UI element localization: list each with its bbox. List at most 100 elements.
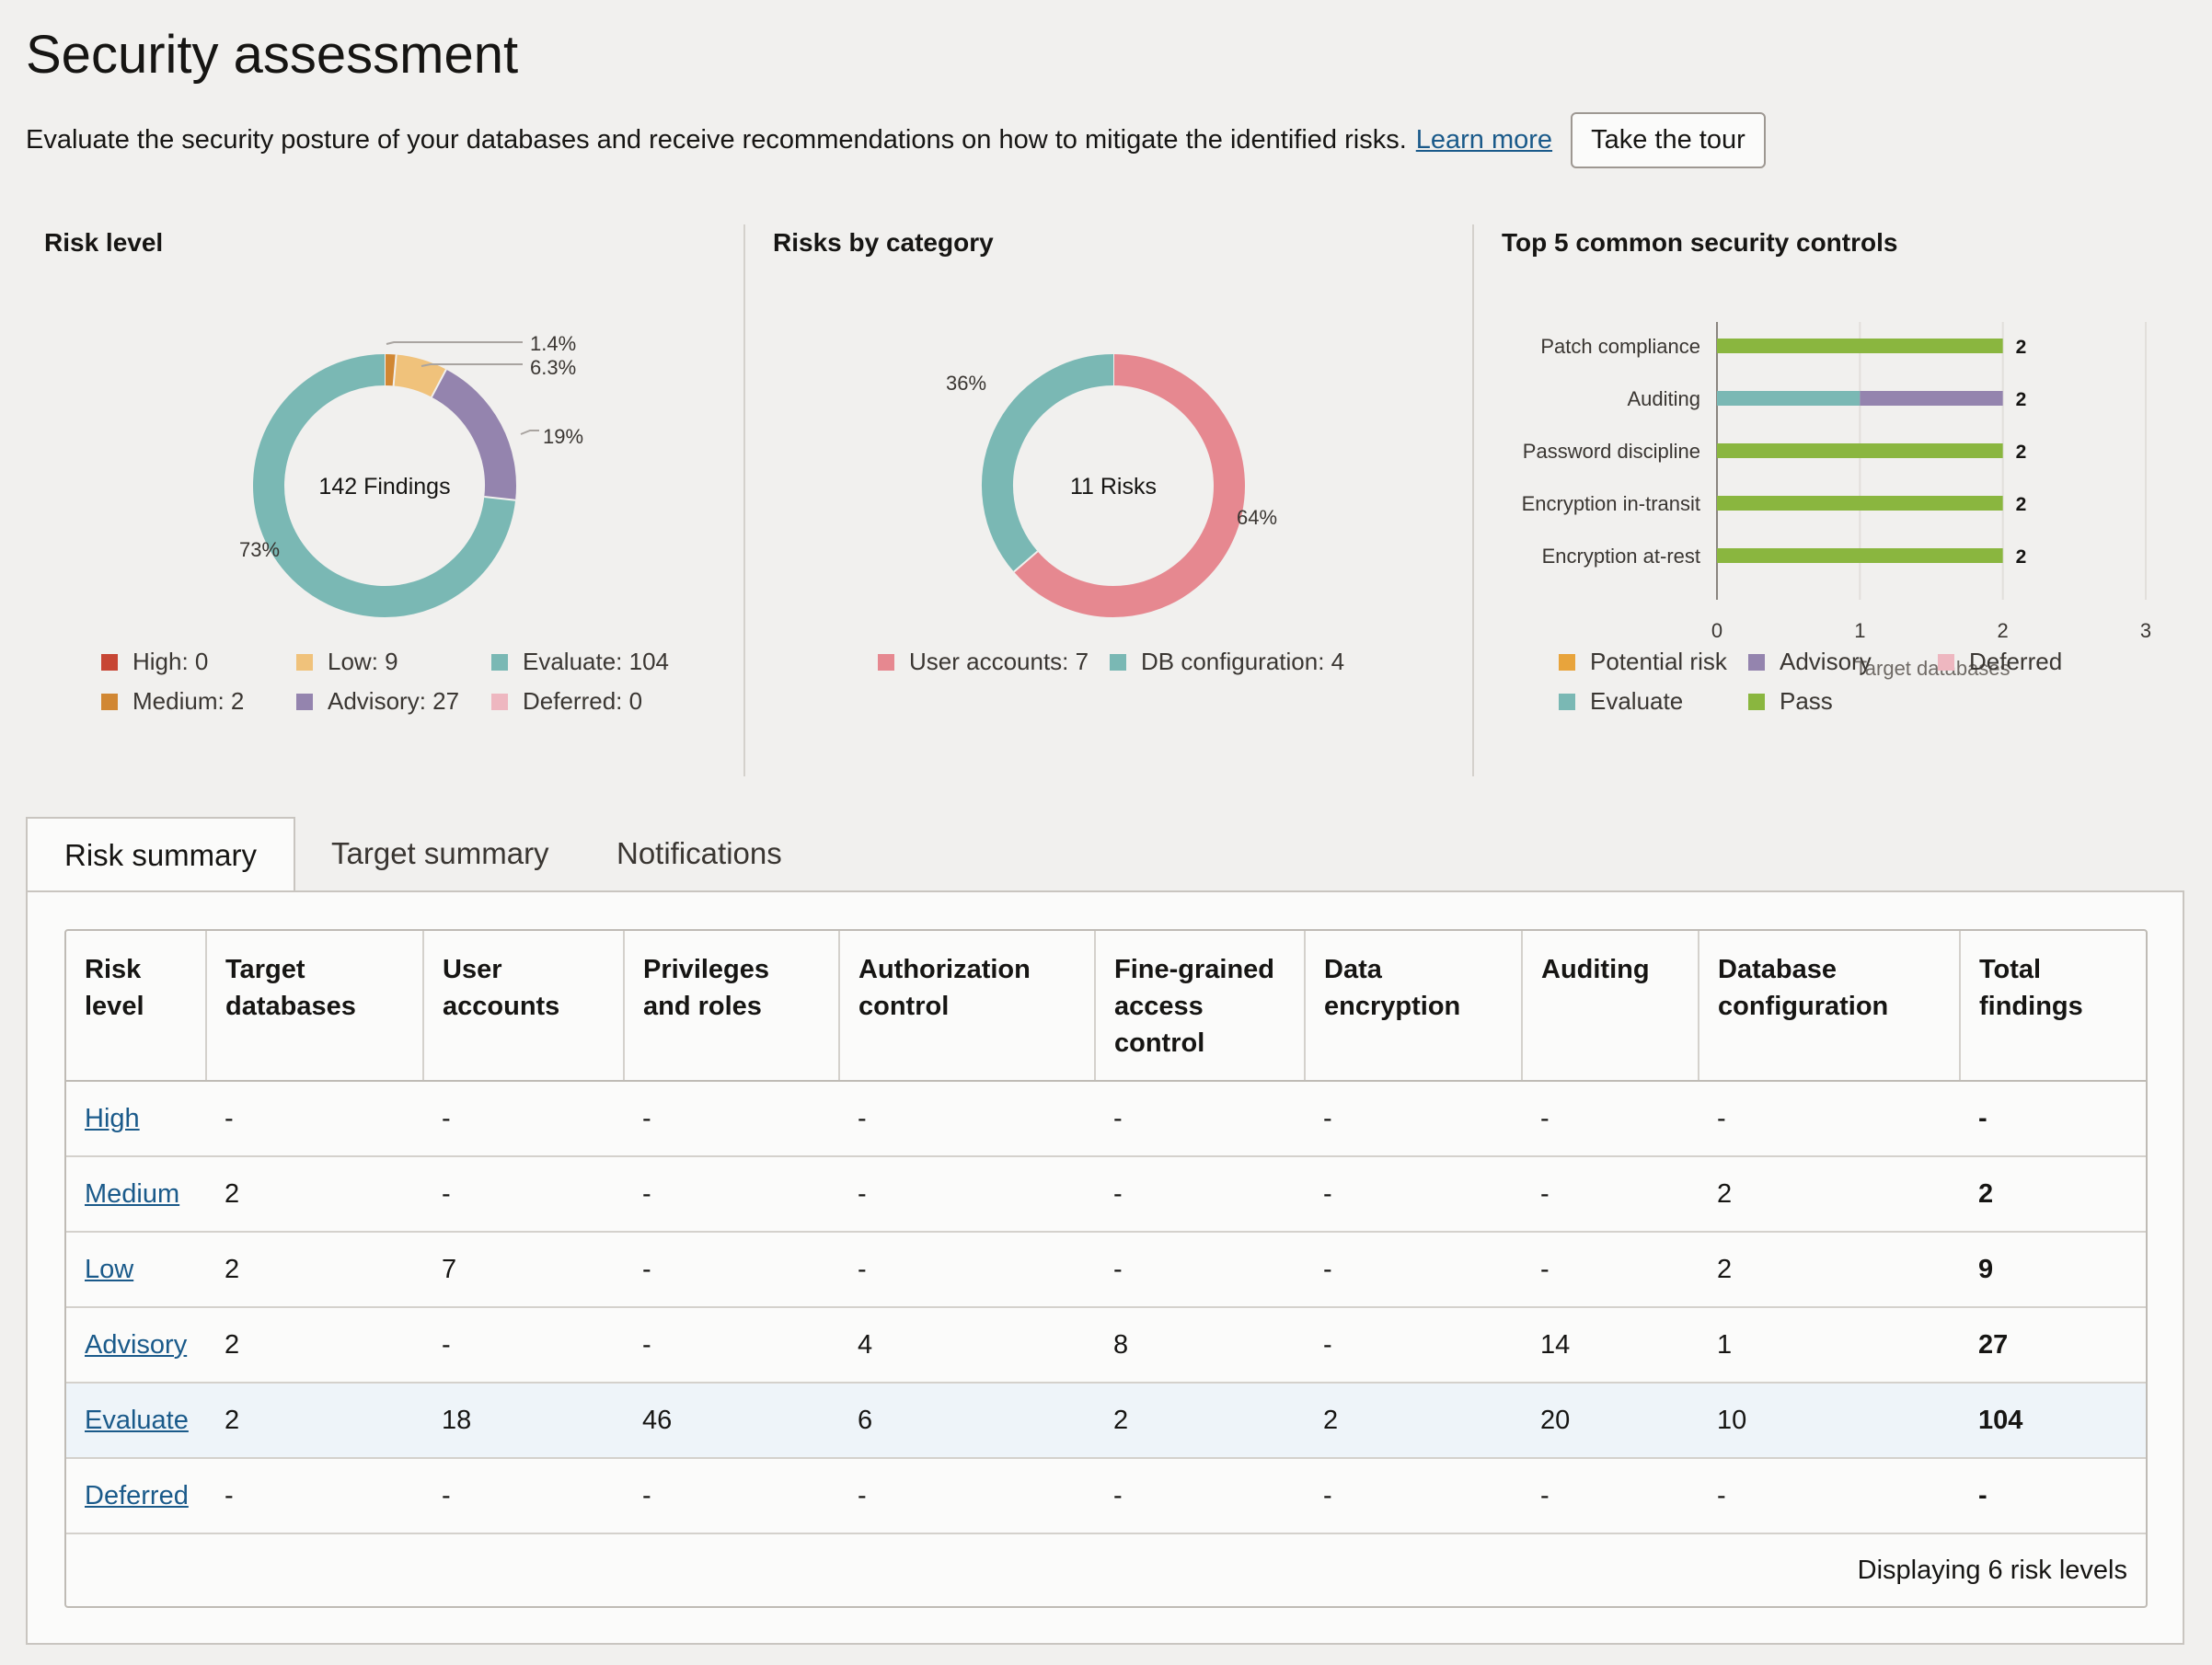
donut-label-user-accounts: 64%: [1237, 506, 1277, 529]
legend-label: Medium: 2: [132, 687, 244, 716]
table-cell: -: [423, 1458, 624, 1533]
top-controls-title: Top 5 common security controls: [1502, 228, 1897, 258]
donut-label-evaluate: 73%: [239, 538, 280, 561]
legend-item-user-accounts[interactable]: User accounts: 7: [878, 648, 1110, 676]
take-the-tour-button[interactable]: Take the tour: [1571, 112, 1766, 168]
legend-item-evaluate[interactable]: Evaluate: [1559, 687, 1748, 716]
risks-by-category-title: Risks by category: [773, 228, 994, 258]
table-cell: -: [624, 1232, 839, 1307]
column-header[interactable]: Data encryption: [1305, 931, 1522, 1081]
table-cell: -: [1305, 1081, 1522, 1156]
column-header[interactable]: Privileges and roles: [624, 931, 839, 1081]
x-tick-label: 3: [2140, 619, 2151, 642]
tab-risk-summary[interactable]: Risk summary: [26, 817, 295, 892]
leader-line-advisory: [521, 431, 539, 434]
risk-level-link[interactable]: Deferred: [85, 1481, 189, 1510]
risks-by-category-legend: User accounts: 7 DB configuration: 4: [878, 648, 1349, 676]
x-tick-label: 0: [1711, 619, 1722, 642]
tab-notifications[interactable]: Notifications: [616, 817, 782, 890]
risk-level-cell: Advisory: [66, 1307, 206, 1383]
donut-slice-db-configuration[interactable]: [997, 370, 1113, 562]
table-row[interactable]: Evaluate 2 18 46 6 2 2 20 10 104: [66, 1383, 2146, 1458]
risks-by-category-donut-chart: 36% 64% 11 Risks: [755, 276, 1463, 681]
tab-target-summary[interactable]: Target summary: [331, 817, 549, 890]
table-cell: -: [423, 1081, 624, 1156]
column-header[interactable]: User accounts: [423, 931, 624, 1081]
legend-item-deferred[interactable]: Deferred: 0: [491, 687, 694, 716]
bar-advisory[interactable]: [1860, 391, 2002, 406]
legend-item-evaluate[interactable]: Evaluate: 104: [491, 648, 694, 676]
legend-item-advisory[interactable]: Advisory: [1748, 648, 1938, 676]
column-header[interactable]: Authorization control: [839, 931, 1095, 1081]
legend-label: Evaluate: [1590, 687, 1683, 716]
bar-total-label: 2: [2016, 546, 2027, 568]
risk-level-link[interactable]: Medium: [85, 1179, 179, 1209]
table-cell: -: [624, 1458, 839, 1533]
table-header-row: Risk level Target databases User accounts P…: [66, 931, 2146, 1081]
legend-item-high[interactable]: High: 0: [101, 648, 296, 676]
legend-label: Potential risk: [1590, 648, 1727, 676]
learn-more-link[interactable]: Learn more: [1416, 125, 1552, 155]
bar-pass[interactable]: [1717, 339, 2003, 353]
table-row[interactable]: High - - - - - - - - -: [66, 1081, 2146, 1156]
table-cell: 10: [1699, 1383, 1960, 1458]
table-cell: -: [206, 1458, 423, 1533]
table-row[interactable]: Deferred - - - - - - - - -: [66, 1458, 2146, 1533]
risk-level-link[interactable]: Low: [85, 1255, 133, 1284]
category-label: Encryption in-transit: [1522, 492, 1700, 515]
table-row[interactable]: Low 2 7- - - - -2 9: [66, 1232, 2146, 1307]
legend-swatch: [1559, 694, 1575, 710]
page-title: Security assessment: [26, 24, 518, 86]
risk-level-link[interactable]: Evaluate: [85, 1406, 189, 1435]
x-tick-label: 2: [1998, 619, 2009, 642]
column-header[interactable]: Target databases: [206, 931, 423, 1081]
legend-item-advisory[interactable]: Advisory: 27: [296, 687, 491, 716]
legend-label: Low: 9: [328, 648, 398, 676]
risk-level-link[interactable]: High: [85, 1104, 140, 1133]
risk-level-cell: Deferred: [66, 1458, 206, 1533]
column-header[interactable]: Database configuration: [1699, 931, 1960, 1081]
legend-label: DB configuration: 4: [1141, 648, 1344, 676]
legend-item-deferred[interactable]: Deferred: [1938, 648, 2122, 676]
legend-label: Advisory: [1780, 648, 1872, 676]
table-footer-count: Displaying 6 risk levels: [1858, 1556, 2127, 1586]
table-cell: -: [1305, 1232, 1522, 1307]
donut-slice-low[interactable]: [395, 370, 439, 383]
risk-summary-panel: Risk level Target databases User accounts P…: [26, 890, 2184, 1645]
table-cell: -: [839, 1156, 1095, 1232]
table-cell: -: [1699, 1081, 1960, 1156]
legend-label: Pass: [1780, 687, 1833, 716]
total-findings-cell: 9: [1960, 1232, 2146, 1307]
column-header[interactable]: Auditing: [1522, 931, 1699, 1081]
table-cell: -: [624, 1081, 839, 1156]
table-cell: -: [1305, 1156, 1522, 1232]
legend-item-medium[interactable]: Medium: 2: [101, 687, 296, 716]
legend-swatch: [296, 654, 313, 671]
table-cell: -: [1305, 1458, 1522, 1533]
bar-evaluate[interactable]: [1717, 391, 1860, 406]
table-cell: 2: [206, 1156, 423, 1232]
legend-label: Deferred: [1969, 648, 2062, 676]
bar-pass[interactable]: [1717, 443, 2003, 458]
page-description: Evaluate the security posture of your da…: [26, 112, 1766, 168]
column-header[interactable]: Risk level: [66, 931, 206, 1081]
panel-divider: [743, 224, 745, 776]
legend-swatch: [296, 694, 313, 710]
legend-item-low[interactable]: Low: 9: [296, 648, 491, 676]
risk-level-link[interactable]: Advisory: [85, 1330, 187, 1360]
legend-item-db-configuration[interactable]: DB configuration: 4: [1110, 648, 1349, 676]
table-row[interactable]: Advisory 2- -4 8-14 1 27: [66, 1307, 2146, 1383]
table-cell: 2: [1095, 1383, 1305, 1458]
legend-swatch: [1748, 694, 1765, 710]
table-cell: 2: [206, 1232, 423, 1307]
total-findings-cell: 2: [1960, 1156, 2146, 1232]
table-row[interactable]: Medium 2- - - - - -2 2: [66, 1156, 2146, 1232]
column-header[interactable]: Total findings: [1960, 931, 2146, 1081]
legend-item-potential-risk[interactable]: Potential risk: [1559, 648, 1748, 676]
legend-item-pass[interactable]: Pass: [1748, 687, 1938, 716]
bar-pass[interactable]: [1717, 548, 2003, 563]
top-controls-bar-chart: 0 1 2 3Target databasesPatch compliance 2Aud…: [1483, 276, 2201, 681]
column-header[interactable]: Fine-grained access control: [1095, 931, 1305, 1081]
table-cell: -: [1522, 1156, 1699, 1232]
bar-pass[interactable]: [1717, 496, 2003, 511]
